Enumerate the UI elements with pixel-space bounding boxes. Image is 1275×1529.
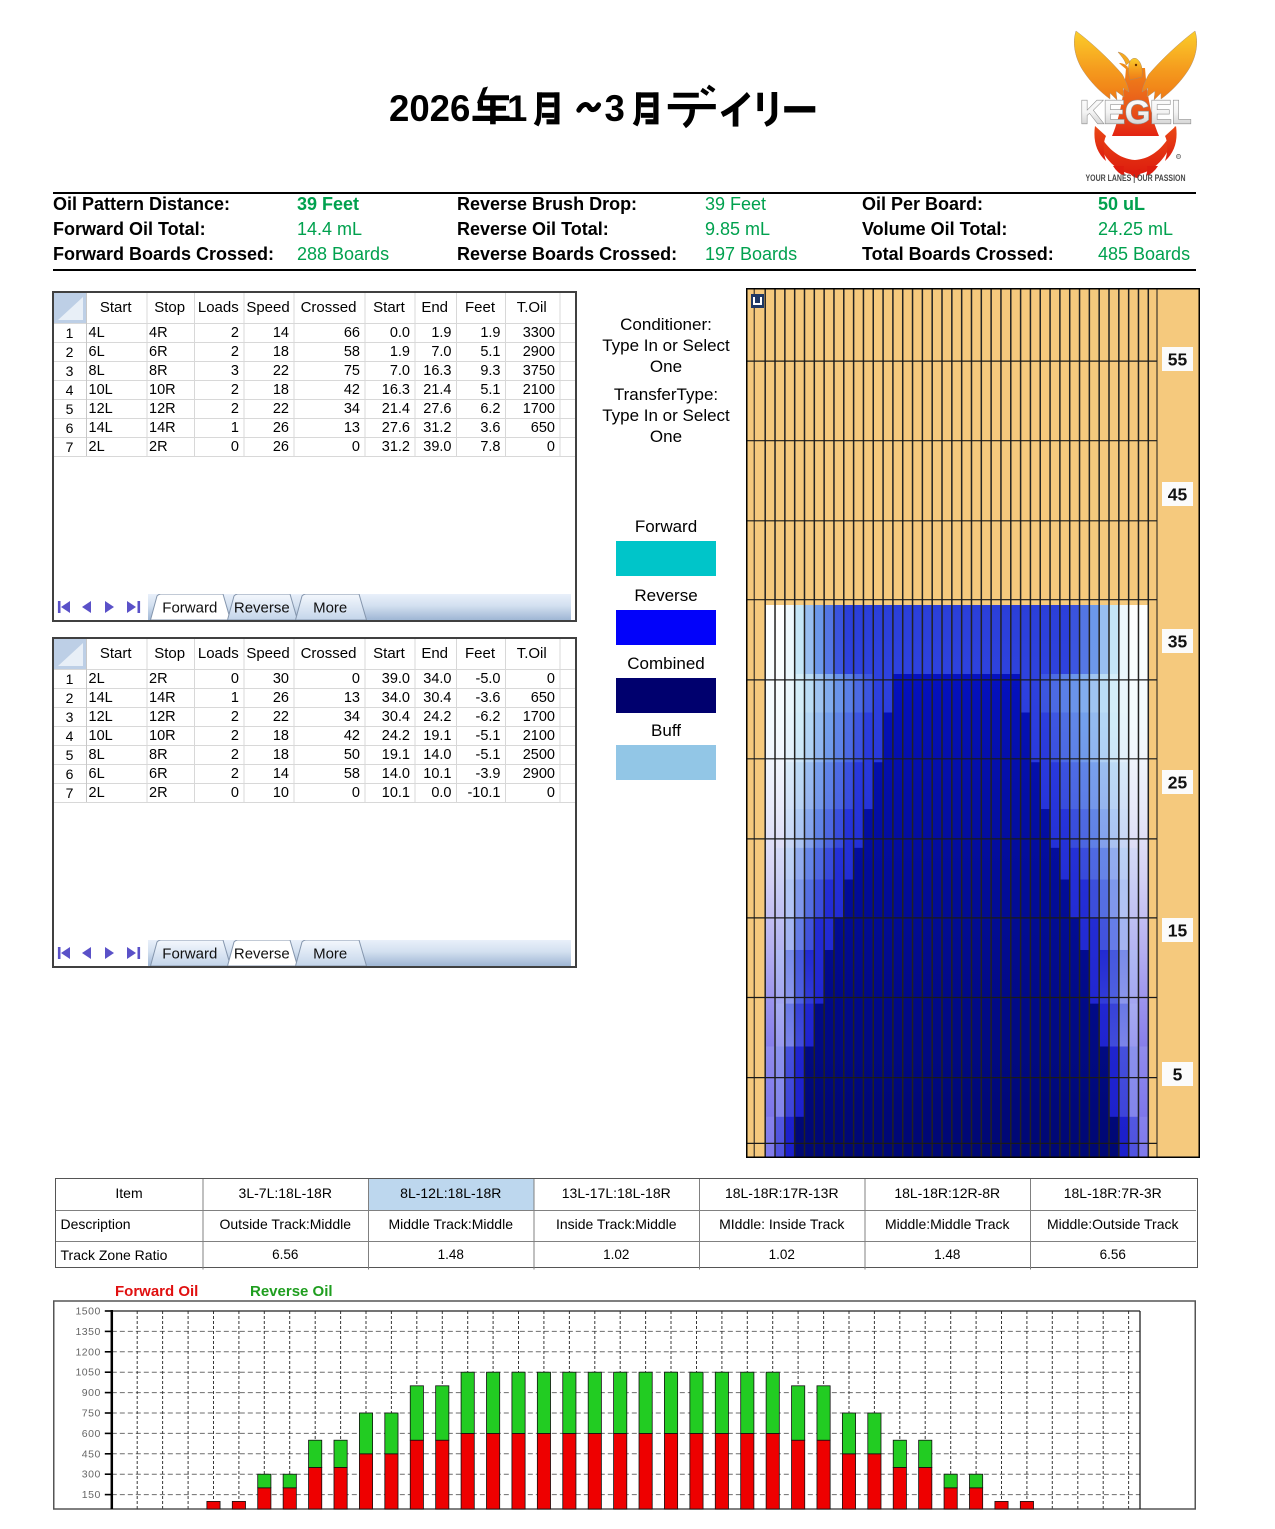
svg-text:YOUR LANES | OUR PASSION: YOUR LANES | OUR PASSION: [1086, 173, 1186, 183]
svg-text:More: More: [313, 600, 347, 617]
svg-text:More: More: [313, 946, 347, 963]
svg-text:R: R: [1177, 155, 1180, 159]
svg-text:3: 3: [605, 88, 625, 129]
svg-text:15: 15: [1168, 921, 1188, 941]
svg-text:1500: 1500: [75, 1306, 100, 1318]
svg-text:Forward: Forward: [162, 946, 217, 963]
svg-text:450: 450: [82, 1448, 101, 1460]
svg-text:Reverse: Reverse: [233, 946, 289, 963]
svg-text:1350: 1350: [75, 1326, 100, 1338]
svg-text:35: 35: [1168, 632, 1188, 652]
svg-text:25: 25: [1168, 773, 1188, 793]
svg-text:KEGEL: KEGEL: [1080, 94, 1192, 131]
svg-text:1: 1: [507, 88, 527, 129]
svg-text:900: 900: [82, 1387, 101, 1399]
svg-text:Forward Oil: Forward Oil: [115, 1283, 198, 1300]
svg-text:Reverse Oil: Reverse Oil: [250, 1283, 333, 1300]
svg-text:1200: 1200: [75, 1346, 100, 1358]
svg-text:600: 600: [82, 1428, 101, 1440]
svg-text:750: 750: [82, 1408, 101, 1420]
svg-text:2026: 2026: [389, 88, 470, 129]
svg-text:1050: 1050: [75, 1367, 100, 1379]
svg-text:5: 5: [1173, 1065, 1183, 1085]
svg-text:45: 45: [1168, 485, 1188, 505]
svg-text:Forward: Forward: [162, 600, 217, 617]
svg-text:150: 150: [82, 1489, 101, 1501]
svg-text:Reverse: Reverse: [233, 600, 289, 617]
svg-text:300: 300: [82, 1469, 101, 1481]
svg-text:55: 55: [1168, 350, 1188, 370]
